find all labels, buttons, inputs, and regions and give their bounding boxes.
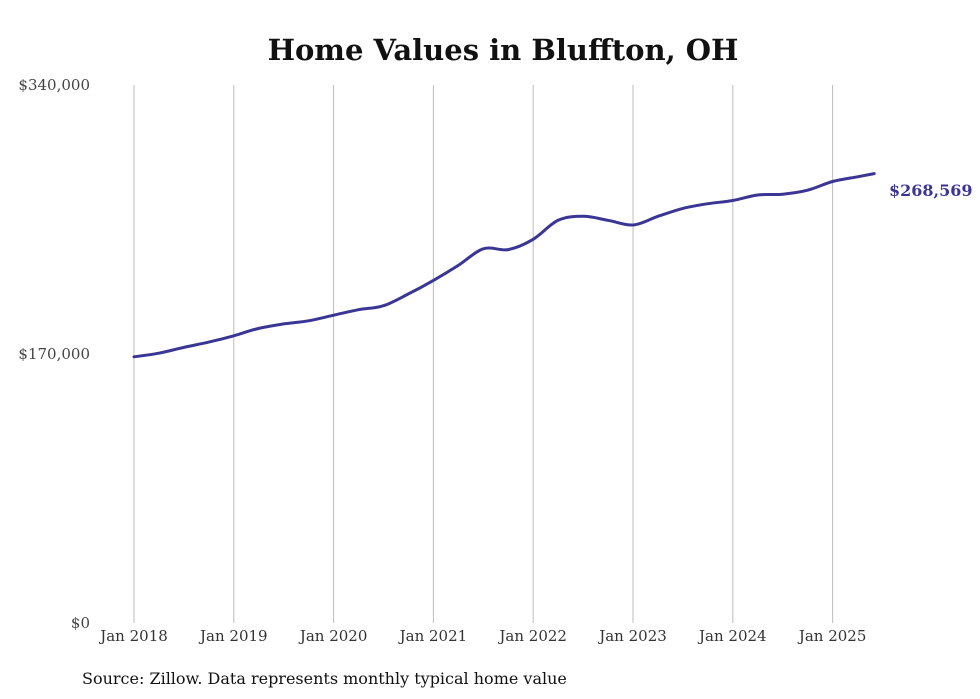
x-tick-label: Jan 2025 bbox=[797, 627, 867, 645]
chart-title: Home Values in Bluffton, OH bbox=[268, 33, 739, 67]
x-tick-label: Jan 2021 bbox=[398, 627, 468, 645]
end-value-label: $268,569 bbox=[889, 181, 973, 200]
x-tick-label: Jan 2024 bbox=[697, 627, 767, 645]
gridlines bbox=[133, 85, 834, 623]
y-tick-label: $170,000 bbox=[18, 345, 90, 363]
source-note: Source: Zillow. Data represents monthly … bbox=[82, 669, 567, 688]
series-layer bbox=[132, 172, 876, 359]
y-tick-label: $340,000 bbox=[18, 76, 90, 94]
x-tick-label: Jan 2020 bbox=[298, 627, 368, 645]
x-tick-label: Jan 2023 bbox=[597, 627, 667, 645]
y-tick-label: $0 bbox=[71, 614, 90, 632]
x-tick-label: Jan 2022 bbox=[497, 627, 567, 645]
series-line-0 bbox=[132, 172, 876, 359]
y-axis: $0 $170,000 $340,000 bbox=[18, 76, 90, 632]
x-tick-label: Jan 2019 bbox=[198, 627, 268, 645]
x-tick-label: Jan 2018 bbox=[98, 627, 168, 645]
x-axis: Jan 2018 Jan 2019 Jan 2020 Jan 2021 Jan 2022… bbox=[98, 627, 866, 645]
